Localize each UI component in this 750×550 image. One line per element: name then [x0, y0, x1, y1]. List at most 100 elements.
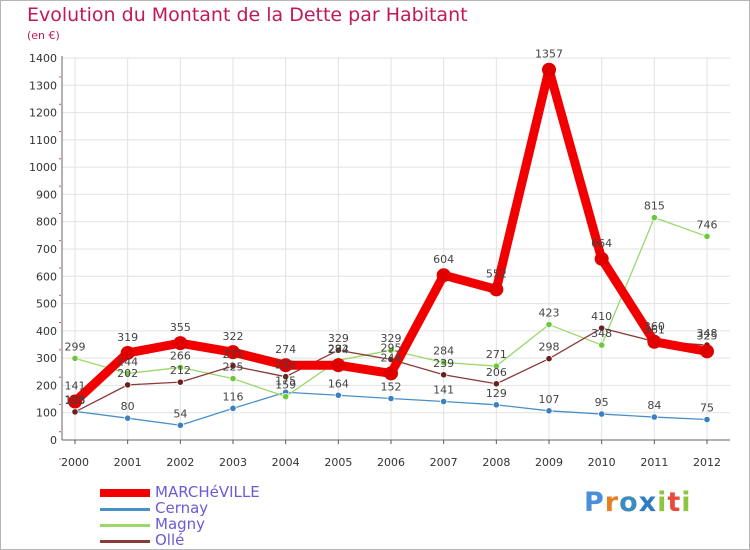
data-label-oll-: 271	[223, 348, 244, 361]
data-label-magny: 159	[275, 379, 296, 392]
point-cernay	[229, 404, 237, 412]
y-tick-label: 300	[36, 352, 57, 365]
data-label-march-ville: 319	[117, 331, 138, 344]
series-layer	[68, 62, 714, 429]
point-cernay	[545, 407, 553, 415]
proxiti-logo: Proxiti	[584, 487, 692, 518]
data-label-magny: 292	[328, 342, 349, 355]
point-cernay	[440, 397, 448, 406]
point-cernay	[334, 391, 342, 399]
legend-label: Magny	[155, 515, 206, 533]
data-label-march-ville: 325	[697, 329, 718, 342]
point-march-ville	[331, 358, 346, 373]
data-label-march-ville: 1357	[535, 48, 563, 61]
data-label-march-ville: 664	[591, 237, 612, 250]
data-label-magny: 815	[644, 200, 665, 213]
y-tick-label: 500	[36, 298, 57, 311]
point-cernay	[650, 413, 658, 421]
data-label-magny: 284	[433, 345, 454, 358]
data-label-cernay: 80	[121, 400, 135, 413]
data-label-march-ville: 244	[381, 351, 402, 364]
point-oll-	[282, 373, 290, 381]
y-tick-label: 700	[36, 243, 57, 256]
x-tick-label: 2002	[166, 456, 194, 469]
x-tick-label: 2011	[640, 456, 668, 469]
data-label-cernay: 164	[328, 377, 349, 390]
y-tick-label: 1000	[29, 161, 57, 174]
data-label-oll-: 361	[644, 323, 665, 336]
data-label-magny: 299	[65, 340, 86, 353]
data-label-oll-: 206	[486, 366, 507, 379]
y-tick-label: 800	[36, 216, 57, 229]
point-magny	[492, 362, 500, 370]
data-label-oll-: 103	[65, 394, 86, 407]
data-label-march-ville: 274	[328, 343, 349, 356]
point-march-ville	[542, 62, 556, 77]
x-tick-label: 2004	[272, 456, 300, 469]
logo-letter: i	[657, 487, 668, 518]
y-tick-label: 1300	[29, 79, 57, 92]
point-oll-	[176, 378, 184, 386]
x-tick-label: 2012	[693, 456, 721, 469]
chart-title: Evolution du Montant de la Dette par Hab…	[27, 4, 468, 26]
point-march-ville	[436, 268, 451, 283]
point-magny	[176, 363, 184, 372]
legend-swatch	[100, 489, 150, 497]
point-cernay	[176, 421, 184, 429]
point-magny	[598, 341, 606, 349]
point-cernay	[387, 394, 395, 403]
y-tick-label: 1400	[29, 52, 57, 65]
point-oll-	[545, 355, 553, 363]
data-label-magny: 266	[170, 349, 191, 362]
data-label-cernay: 116	[223, 390, 244, 403]
x-tick-label: 2001	[114, 456, 142, 469]
point-oll-	[334, 346, 342, 354]
point-march-ville	[278, 358, 293, 373]
point-magny	[703, 232, 711, 241]
data-label-magny: 329	[381, 332, 402, 345]
data-label-magny: 348	[591, 327, 612, 340]
data-label-magny: 746	[697, 218, 718, 231]
data-label-cernay: 54	[173, 407, 187, 420]
legend-swatch	[100, 539, 150, 543]
point-oll-	[124, 381, 132, 389]
data-label-oll-: 212	[170, 364, 191, 377]
logo-letter: P	[584, 487, 605, 518]
point-magny	[650, 214, 658, 222]
data-label-march-ville: 355	[170, 321, 191, 334]
legend-swatch	[100, 507, 150, 511]
data-label-oll-: 295	[381, 342, 402, 355]
data-label-cernay: 175	[275, 374, 296, 387]
point-march-ville	[120, 345, 135, 360]
point-march-ville	[68, 394, 82, 409]
x-tick-label: 2010	[588, 456, 616, 469]
y-tick-label: 900	[36, 188, 57, 201]
point-oll-	[229, 362, 237, 370]
point-magny	[545, 320, 553, 329]
legend-label: Cernay	[155, 499, 209, 517]
x-tick-label: 2000	[61, 456, 89, 469]
logo-letter: o	[619, 487, 639, 518]
data-label-cernay: 129	[486, 387, 507, 400]
point-march-ville	[384, 366, 398, 381]
data-label-march-ville: 322	[223, 330, 244, 343]
x-tick-label: 2006	[377, 456, 405, 469]
data-label-oll-: 410	[591, 310, 612, 323]
data-label-magny: 225	[223, 361, 244, 374]
data-label-cernay: 105	[65, 393, 86, 406]
data-label-cernay: 152	[381, 381, 402, 394]
logo-letter: r	[604, 487, 620, 518]
x-tick-label: 2008	[482, 456, 510, 469]
legend-label: Ollé	[155, 531, 185, 549]
y-tick-label: 0	[50, 434, 57, 447]
data-label-oll-: 232	[275, 359, 296, 372]
y-tick-label: 400	[36, 325, 57, 338]
data-label-march-ville: 552	[486, 267, 507, 280]
y-tick-label: 200	[36, 379, 57, 392]
point-oll-	[71, 408, 79, 416]
data-label-oll-: 239	[433, 357, 454, 370]
data-label-cernay: 84	[647, 399, 661, 412]
x-tick-label: 2003	[219, 456, 247, 469]
logo-letter: t	[667, 487, 682, 518]
